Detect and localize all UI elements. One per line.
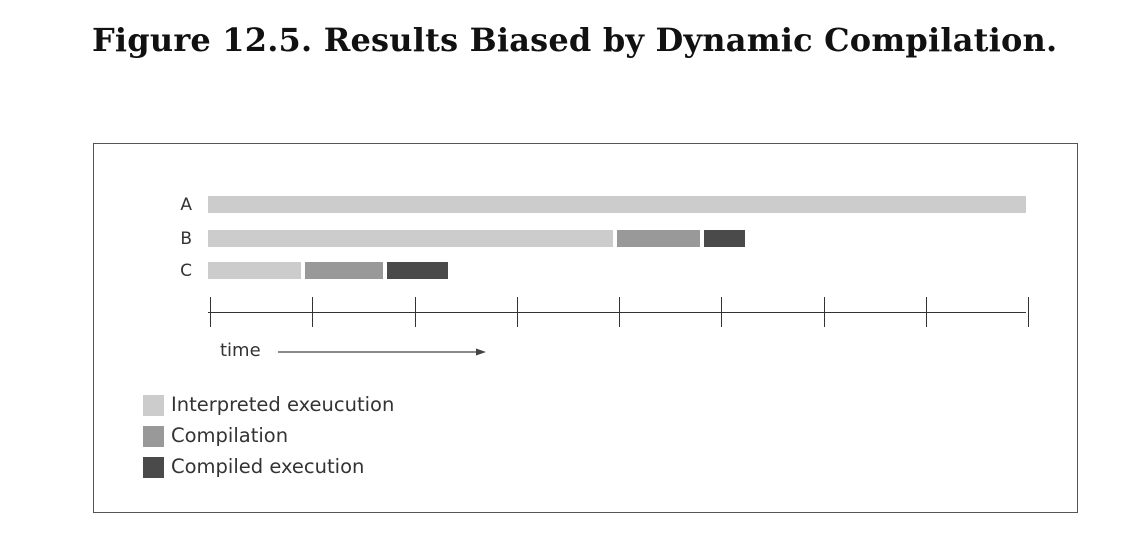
run-a-interpreted-segment — [208, 196, 1026, 213]
time-axis-tick — [414, 297, 416, 327]
time-arrow-icon — [278, 348, 486, 356]
time-axis-tick — [210, 297, 211, 327]
time-axis-label: time — [220, 340, 261, 361]
time-axis-tick — [1028, 297, 1029, 327]
run-b-compilation-segment — [617, 230, 700, 247]
time-axis-tick — [721, 297, 723, 327]
time-axis-tick — [925, 297, 927, 327]
run-c-compiled-segment — [386, 262, 449, 279]
time-axis-line — [208, 312, 1026, 313]
run-b-interpreted-segment — [208, 230, 613, 247]
time-axis-tick — [516, 297, 518, 327]
legend-label-compilation: Compilation — [171, 424, 289, 447]
run-b-compiled-segment — [703, 230, 745, 247]
legend-label-interpreted: Interpreted exeucution — [171, 393, 395, 416]
run-label-b: B — [180, 229, 192, 249]
legend-swatch-interpreted — [143, 395, 164, 416]
run-label-a: A — [180, 195, 192, 215]
legend-swatch-compiled — [143, 457, 164, 478]
time-axis-tick — [823, 297, 825, 327]
legend-label-compiled: Compiled execution — [171, 455, 365, 478]
legend-swatch-compilation — [143, 426, 164, 447]
run-c-interpreted-segment — [208, 262, 302, 279]
time-axis-tick — [619, 297, 620, 327]
time-axis-tick — [312, 297, 314, 327]
run-c-compilation-segment — [305, 262, 383, 279]
figure-title: Figure 12.5. Results Biased by Dynamic C… — [92, 21, 1058, 59]
run-label-c: C — [180, 261, 192, 281]
